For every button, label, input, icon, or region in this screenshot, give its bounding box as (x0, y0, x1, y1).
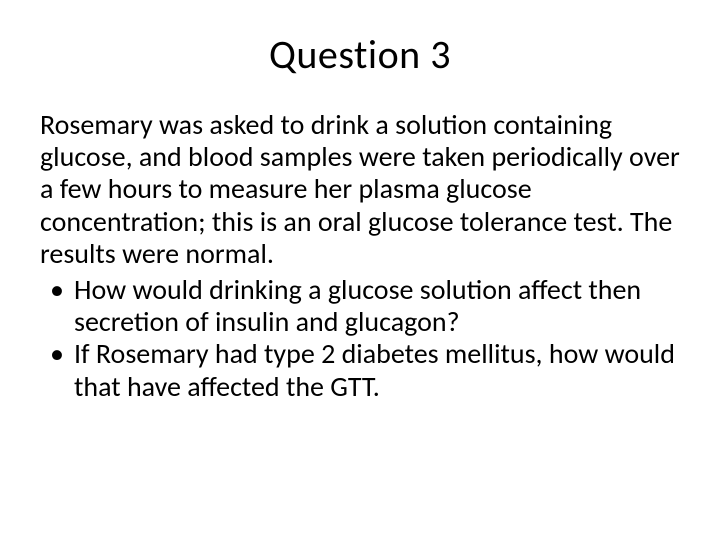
slide-title: Question 3 (40, 30, 680, 79)
list-item: If Rosemary had type 2 diabetes mellitus… (40, 338, 680, 402)
list-item: How would drinking a glucose solution af… (40, 274, 680, 338)
slide-body: Rosemary was asked to drink a solution c… (40, 109, 680, 403)
intro-paragraph: Rosemary was asked to drink a solution c… (40, 109, 680, 270)
bullet-list: How would drinking a glucose solution af… (40, 274, 680, 403)
slide: Question 3 Rosemary was asked to drink a… (0, 0, 720, 540)
